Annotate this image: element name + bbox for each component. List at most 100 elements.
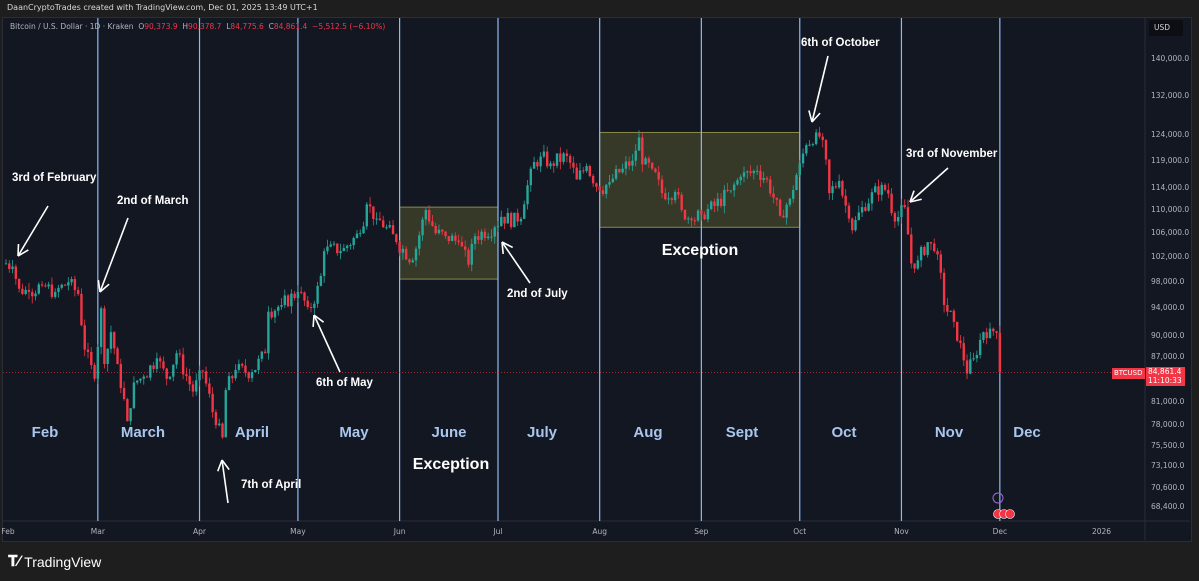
economic-event-icon	[1005, 509, 1015, 519]
candle-body	[37, 284, 40, 294]
candle-body	[365, 204, 368, 227]
candle-body	[942, 272, 946, 306]
symbol-legend: Bitcoin / U.S. Dollar · 1D · Kraken O90,…	[10, 22, 385, 31]
price-tick: 87,000.0	[1151, 351, 1185, 361]
candle-body	[434, 225, 437, 234]
candle-body	[683, 209, 687, 220]
candle-body	[237, 363, 241, 370]
candle-body	[864, 207, 867, 211]
candle-body	[523, 204, 526, 219]
candle-body	[769, 179, 772, 194]
candle-body	[847, 205, 851, 219]
candle-body	[568, 156, 572, 163]
candle-body	[349, 245, 352, 247]
change-value: −5,512.5 (−6.10%)	[312, 22, 386, 31]
candle-body	[962, 343, 965, 361]
candle-body	[129, 408, 132, 422]
candle-body	[145, 376, 149, 378]
candle-body	[44, 285, 47, 287]
candle-body	[464, 246, 467, 250]
candle-body	[300, 291, 303, 293]
candle-body	[273, 310, 277, 318]
time-tick: Jun	[393, 527, 406, 536]
candle-body	[244, 365, 247, 373]
candle-body	[122, 387, 126, 400]
open-label: O	[138, 22, 145, 31]
candle-body	[473, 236, 477, 244]
candle-body	[63, 284, 67, 286]
candle-body	[808, 144, 811, 146]
candle-body	[31, 291, 34, 297]
price-tick: 81,000.0	[1151, 396, 1185, 406]
candle-body	[631, 160, 634, 166]
symbol-name[interactable]: Bitcoin / U.S. Dollar · 1D · Kraken	[10, 22, 134, 31]
candle-body	[486, 236, 490, 239]
arrow-head	[313, 314, 325, 323]
candle-body	[316, 285, 319, 304]
candle-body	[854, 219, 857, 231]
brand-name: TradingView	[24, 553, 102, 570]
candle-body	[80, 293, 83, 326]
candle-body	[168, 376, 172, 379]
arrow-head	[221, 459, 230, 471]
candle-body	[34, 293, 37, 297]
candle-body	[378, 218, 382, 221]
annotation-arrow	[501, 241, 531, 284]
time-tick: Nov	[894, 527, 909, 536]
candle-body	[890, 193, 893, 214]
candle-body	[14, 266, 18, 279]
candle-body	[332, 243, 336, 245]
candle-body	[703, 214, 706, 220]
chart-frame[interactable]	[2, 17, 1192, 542]
candle-body	[723, 189, 726, 207]
candle-body	[382, 220, 385, 228]
candle-body	[710, 201, 713, 210]
candle-body	[729, 190, 733, 192]
candle-body	[811, 144, 815, 146]
candle-body	[516, 212, 519, 222]
arrow-head	[909, 190, 915, 203]
candle-body	[654, 168, 657, 173]
candle-body	[700, 210, 703, 215]
candle-body	[404, 248, 408, 260]
candle-body	[450, 235, 454, 241]
candle-body	[388, 225, 391, 228]
candle-body	[828, 159, 831, 194]
candle-body	[411, 260, 414, 263]
candle-body	[142, 376, 145, 379]
candle-body	[227, 376, 231, 391]
candle-body	[919, 246, 923, 261]
candle-body	[309, 307, 313, 309]
candle-body	[995, 331, 998, 333]
candle-body	[218, 423, 221, 426]
candle-body	[667, 198, 670, 200]
candle-body	[877, 186, 880, 195]
currency-button[interactable]: USD	[1149, 20, 1183, 36]
candle-body	[391, 225, 395, 235]
candle-body	[696, 210, 700, 221]
candle-body	[506, 212, 510, 224]
candle-body	[821, 136, 824, 141]
price-tick: 114,000.0	[1151, 182, 1190, 192]
price-tick: 75,500.0	[1151, 440, 1185, 450]
candle-body	[424, 209, 428, 220]
candle-body	[824, 140, 828, 160]
candle-body	[293, 293, 296, 299]
candle-body	[539, 156, 542, 167]
candle-body	[211, 393, 214, 413]
tradingview-logo[interactable]: 𝐓∕ TradingView	[8, 553, 101, 570]
candle-body	[277, 306, 280, 311]
candle-body	[726, 189, 729, 191]
candle-body	[441, 229, 444, 232]
candle-body	[992, 328, 995, 332]
time-tick: Mar	[90, 527, 105, 536]
candle-body	[342, 248, 346, 252]
month-label: Aug	[633, 424, 663, 441]
candle-body	[900, 205, 903, 217]
price-tick: 140,000.0	[1151, 54, 1190, 63]
candle-body	[752, 170, 756, 174]
candle-body	[946, 305, 949, 312]
candle-body	[136, 380, 139, 383]
candle-body	[188, 375, 191, 385]
